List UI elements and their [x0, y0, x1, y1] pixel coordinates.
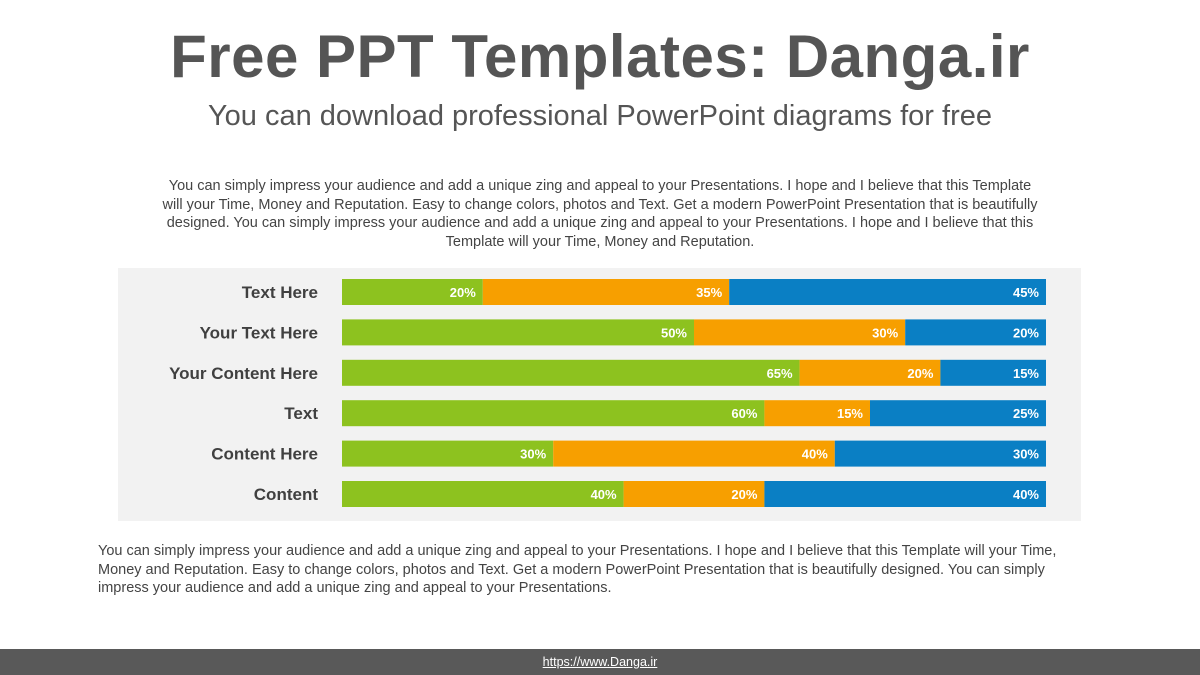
- bar-segment: [764, 400, 870, 427]
- data-label: 30%: [520, 447, 546, 462]
- data-label: 15%: [837, 406, 863, 421]
- bar-segment: [905, 319, 1046, 346]
- data-label: 20%: [450, 285, 476, 300]
- data-label: 50%: [661, 325, 687, 340]
- category-label: Content Here: [211, 445, 318, 464]
- data-label: 60%: [731, 406, 757, 421]
- chart-panel: Text Here 20% 35% 45% Your Text Here 50% 30% 20…: [118, 268, 1081, 521]
- bar-segment: [870, 400, 1046, 427]
- data-label: 30%: [1013, 447, 1039, 462]
- footer-paragraph: You can simply impress your audience and…: [98, 543, 1057, 596]
- bar-segment: [342, 481, 624, 507]
- bar-segment: [342, 400, 765, 427]
- data-label: 25%: [1013, 406, 1039, 421]
- data-label: 40%: [591, 487, 617, 502]
- data-label: 35%: [696, 285, 722, 300]
- data-label: 20%: [907, 366, 933, 381]
- intro-paragraph: You can simply impress your audience and…: [162, 178, 1038, 250]
- footer-link[interactable]: https://www.Danga.ir: [542, 655, 658, 669]
- bar-segment: [799, 359, 941, 386]
- bar-segment: [342, 440, 554, 467]
- data-label: 45%: [1013, 285, 1039, 300]
- data-label: 65%: [767, 366, 793, 381]
- category-label: Your Text Here: [200, 323, 318, 342]
- data-label: 20%: [1013, 325, 1039, 340]
- bar-segment: [940, 359, 1046, 386]
- page-subtitle: You can download professional PowerPoint…: [207, 100, 992, 132]
- data-label: 15%: [1013, 366, 1039, 381]
- bar-segment: [342, 359, 800, 386]
- category-label: Your Content Here: [169, 364, 318, 383]
- footer-bar: https://www.Danga.ir: [0, 649, 1200, 675]
- bar-segment: [342, 279, 483, 305]
- data-label: 40%: [802, 447, 828, 462]
- data-label: 20%: [731, 487, 757, 502]
- bar-segment: [764, 481, 1046, 507]
- data-label: 30%: [872, 325, 898, 340]
- bar-segment: [623, 481, 765, 507]
- bar-segment: [694, 319, 906, 346]
- category-label: Content: [254, 485, 319, 504]
- bar-segment: [342, 319, 694, 346]
- category-label: Text: [284, 404, 318, 423]
- bar-segment: [729, 279, 1046, 305]
- bar-segment: [553, 440, 835, 467]
- page-title: Free PPT Templates: Danga.ir: [170, 23, 1030, 90]
- category-label: Text Here: [242, 283, 318, 302]
- bar-segment: [834, 440, 1046, 467]
- stacked-bar-chart: Text Here 20% 35% 45% Your Text Here 50% 30% 20…: [169, 279, 1046, 507]
- data-label: 40%: [1013, 487, 1039, 502]
- bar-segment: [482, 279, 730, 305]
